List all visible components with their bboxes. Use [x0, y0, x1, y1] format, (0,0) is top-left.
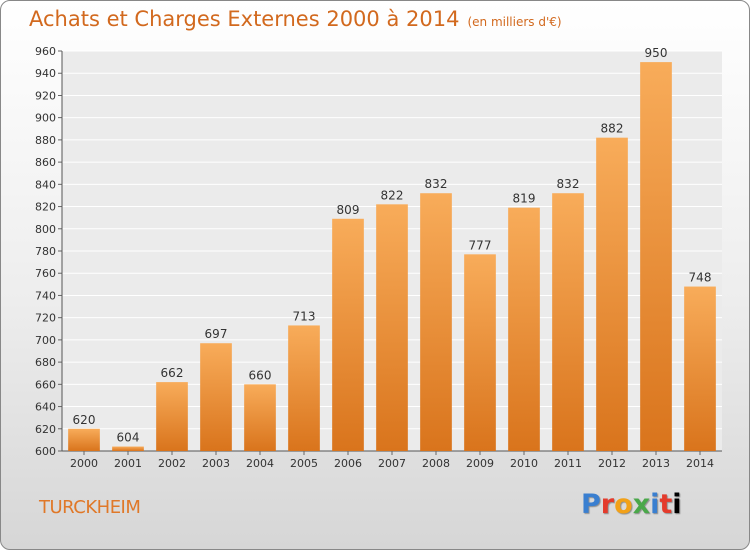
y-tick-label: 720 [35, 312, 56, 325]
bar-2004 [244, 384, 276, 451]
bar-2007 [376, 204, 408, 451]
x-tick-label: 2004 [246, 457, 274, 470]
bar-2014 [684, 286, 716, 451]
logo-letter: P [581, 489, 601, 520]
y-tick-label: 620 [35, 423, 56, 436]
x-tick-label: 2014 [686, 457, 714, 470]
y-tick-label: 680 [35, 356, 56, 369]
data-label: 604 [117, 431, 140, 445]
x-tick-label: 2003 [202, 457, 230, 470]
data-label: 819 [513, 192, 536, 206]
y-tick-label: 840 [35, 178, 56, 191]
y-tick-label: 920 [35, 89, 56, 102]
x-tick-label: 2012 [598, 457, 626, 470]
data-label: 777 [469, 238, 492, 252]
bar-2002 [156, 382, 188, 451]
logo-letter: r [600, 489, 615, 520]
y-tick-label: 820 [35, 201, 56, 214]
x-tick-label: 2009 [466, 457, 494, 470]
y-tick-label: 900 [35, 112, 56, 125]
commune-name: TURCKHEIM [39, 497, 141, 518]
y-tick-label: 780 [35, 245, 56, 258]
logo-letter: o [614, 489, 633, 520]
y-tick-label: 880 [35, 134, 56, 147]
bar-2001 [112, 446, 144, 451]
x-tick-label: 2008 [422, 457, 450, 470]
bar-2000 [68, 428, 100, 451]
data-label: 713 [293, 309, 316, 323]
y-tick-label: 600 [35, 445, 56, 458]
logo-letter: t [659, 489, 673, 520]
x-tick-label: 2007 [378, 457, 406, 470]
bar-2012 [596, 137, 628, 451]
y-tick-label: 700 [35, 334, 56, 347]
y-tick-label: 940 [35, 67, 56, 80]
x-tick-label: 2006 [334, 457, 362, 470]
y-tick-label: 800 [35, 223, 56, 236]
bar-2006 [332, 218, 364, 451]
data-label: 822 [381, 188, 404, 202]
logo-letter: i [650, 489, 660, 520]
data-label: 832 [557, 177, 580, 191]
data-label: 748 [689, 271, 712, 285]
x-tick-label: 2010 [510, 457, 538, 470]
x-tick-label: 2002 [158, 457, 186, 470]
bar-2010 [508, 207, 540, 451]
bar-2011 [552, 193, 584, 451]
data-label: 950 [645, 46, 668, 60]
bar-2003 [200, 343, 232, 451]
data-label: 660 [249, 368, 272, 382]
bar-2009 [464, 254, 496, 451]
logo-letter: x [632, 489, 651, 520]
data-label: 882 [601, 122, 624, 136]
x-tick-label: 2013 [642, 457, 670, 470]
proxiti-logo: Proxiti [581, 489, 682, 520]
x-tick-label: 2000 [70, 457, 98, 470]
data-label: 620 [73, 413, 96, 427]
bar-2005 [288, 325, 320, 451]
chart-title-unit: (en milliers d'€) [467, 15, 562, 29]
logo-letter: i [672, 489, 682, 520]
y-tick-label: 660 [35, 378, 56, 391]
x-tick-label: 2001 [114, 457, 142, 470]
y-tick-label: 960 [35, 45, 56, 58]
y-tick-label: 860 [35, 156, 56, 169]
data-label: 662 [161, 366, 184, 380]
x-tick-label: 2005 [290, 457, 318, 470]
chart-title: Achats et Charges Externes 2000 à 2014 (e… [29, 7, 562, 31]
y-tick-label: 760 [35, 267, 56, 280]
data-label: 697 [205, 327, 228, 341]
y-tick-label: 740 [35, 289, 56, 302]
bar-2008 [420, 193, 452, 451]
chart-title-text: Achats et Charges Externes 2000 à 2014 [29, 7, 460, 31]
data-label: 832 [425, 177, 448, 191]
bar-2013 [640, 62, 672, 451]
x-tick-label: 2011 [554, 457, 582, 470]
y-tick-label: 640 [35, 401, 56, 414]
data-label: 809 [337, 203, 360, 217]
